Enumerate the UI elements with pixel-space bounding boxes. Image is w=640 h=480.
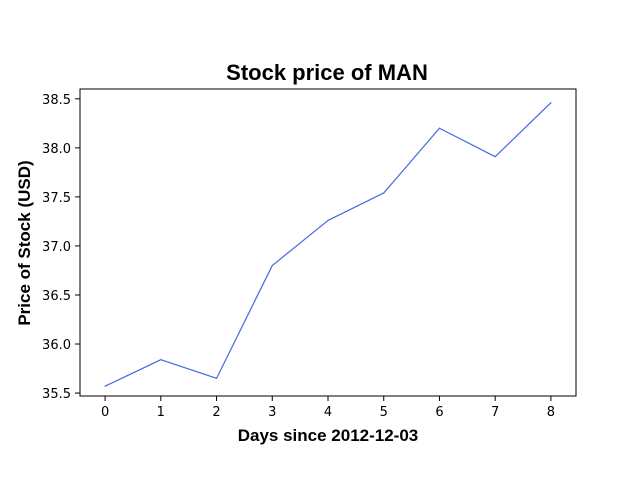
x-axis-ticks: 0 1 2 3 4 5 6 7 8 [101, 396, 555, 420]
x-tick-label: 0 [101, 405, 109, 420]
x-tick-label: 2 [212, 405, 220, 420]
y-tick-label: 37.5 [42, 191, 71, 206]
x-tick-label: 8 [547, 405, 555, 420]
x-tick-label: 1 [157, 405, 165, 420]
x-tick-label: 4 [324, 405, 332, 420]
data-point [438, 127, 441, 129]
x-tick-label: 6 [435, 405, 443, 420]
data-point [215, 377, 218, 379]
data-point [271, 264, 273, 267]
data-point [550, 102, 552, 104]
plot-area-frame [79, 88, 577, 397]
chart-title: Stock price of MAN [226, 60, 428, 85]
data-point [383, 192, 385, 194]
y-axis-label: Price of Stock (USD) [15, 160, 34, 325]
y-tick-label: 37.0 [42, 240, 71, 255]
data-point [104, 385, 106, 387]
y-tick-label: 36.0 [42, 338, 71, 353]
data-point [160, 359, 162, 361]
x-axis-label: Days since 2012-12-03 [238, 426, 419, 445]
y-tick-label: 38.5 [42, 93, 71, 108]
series-layer [104, 102, 552, 387]
y-tick-label: 35.5 [42, 387, 71, 402]
data-point [494, 156, 496, 158]
y-tick-label: 38.0 [42, 142, 71, 157]
y-axis-ticks: 35.5 36.0 36.5 37.0 37.5 38.0 38.5 [42, 93, 80, 402]
x-tick-label: 5 [380, 405, 388, 420]
x-tick-label: 3 [268, 405, 276, 420]
data-point [327, 219, 329, 222]
y-tick-label: 36.5 [42, 289, 71, 304]
x-tick-label: 7 [491, 405, 499, 420]
series-line-0 [104, 102, 552, 387]
